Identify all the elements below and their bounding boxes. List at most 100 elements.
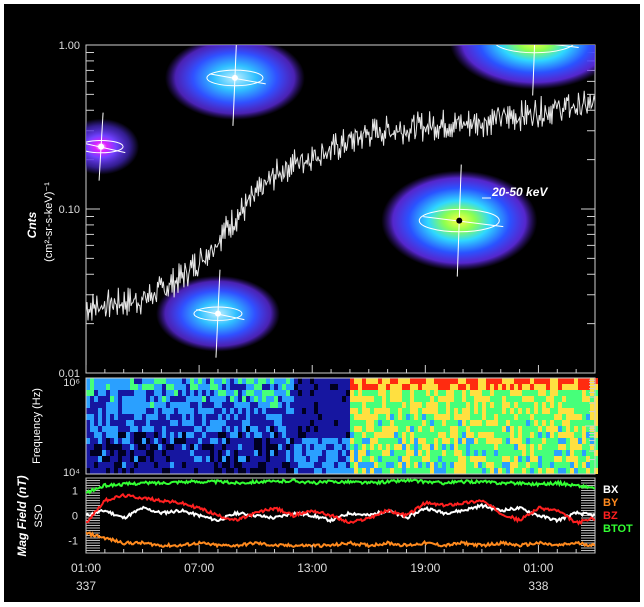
spectrogram-cell [450, 444, 454, 450]
spectrogram-cell [462, 408, 466, 414]
spectrogram-cell [254, 450, 258, 456]
spectrogram-cell [530, 378, 534, 384]
spectrogram-cell [378, 384, 382, 390]
magfield-series-bx [86, 502, 595, 524]
spectrogram-cell [542, 444, 546, 450]
spectrogram-cell [138, 396, 142, 402]
spectrogram-cell [90, 420, 94, 426]
spectrogram-cell [414, 378, 418, 384]
spectrogram-cell [402, 462, 406, 468]
spectrogram-cell [218, 450, 222, 456]
spectrogram-cell [450, 450, 454, 456]
spectrogram-cell [554, 450, 558, 456]
spectrogram-cell [578, 396, 582, 402]
spectrogram-cell [186, 444, 190, 450]
spectrogram-cell [510, 420, 514, 426]
spectrogram-cell [118, 420, 122, 426]
spectrogram-cell [90, 462, 94, 468]
spectrogram-cell [322, 384, 326, 390]
spectrogram-cell [490, 408, 494, 414]
spectrogram-cell [370, 450, 374, 456]
spectrogram-cell [574, 378, 578, 384]
spectrogram-cell [154, 408, 158, 414]
spectrogram-cell [86, 468, 90, 474]
spectrogram-cell [522, 432, 526, 438]
spectrogram-cell [338, 414, 342, 420]
spectrogram-cell [222, 390, 226, 396]
spectrogram-cell [378, 402, 382, 408]
spectrogram-cell [282, 462, 286, 468]
spectrogram-cell [190, 384, 194, 390]
spectrogram-cell [446, 426, 450, 432]
spectrogram-cell [594, 450, 598, 456]
spectrogram-cell [514, 450, 518, 456]
spectrogram-cell [414, 408, 418, 414]
spectrogram-cell [454, 408, 458, 414]
spectrogram-cell [366, 420, 370, 426]
spectrogram-cell [146, 462, 150, 468]
spectrogram-cell [594, 462, 598, 468]
spectrogram-cell [234, 444, 238, 450]
spectrogram-cell [190, 426, 194, 432]
spectrogram-cell [198, 426, 202, 432]
spectrogram-cell [394, 378, 398, 384]
spectrogram-cell [126, 432, 130, 438]
spectrogram-cell [554, 384, 558, 390]
spectrogram-cell [138, 426, 142, 432]
spectrogram-cell [362, 426, 366, 432]
spectrogram-cell [262, 456, 266, 462]
spectrogram-cell [154, 426, 158, 432]
spectrogram-cell [238, 402, 242, 408]
spectrogram-cell [294, 414, 298, 420]
spectrogram-cell [462, 450, 466, 456]
spectrogram-cell [590, 444, 594, 450]
spectrogram-cell [518, 444, 522, 450]
spectrogram-cell [366, 468, 370, 474]
spectrogram-cell [506, 426, 510, 432]
spectrogram-cell [314, 444, 318, 450]
spectrogram-cell [306, 396, 310, 402]
spectrogram-cell [102, 450, 106, 456]
spectrogram-cell [222, 396, 226, 402]
spectrogram-cell [570, 396, 574, 402]
spectrogram-cell [562, 414, 566, 420]
spectrogram-cell [298, 408, 302, 414]
spectrogram-cell [514, 438, 518, 444]
spectrogram-cell [378, 396, 382, 402]
spectrogram-cell [538, 450, 542, 456]
spectrogram-cell [254, 432, 258, 438]
spectrogram-cell [282, 438, 286, 444]
spectrogram-cell [286, 390, 290, 396]
spectrogram-cell [230, 402, 234, 408]
spectrogram-cell [366, 426, 370, 432]
spectrogram-cell [550, 426, 554, 432]
spectrogram-cell [130, 390, 134, 396]
spectrogram-cell [170, 414, 174, 420]
spectrogram-cell [162, 456, 166, 462]
spectrogram-cell [294, 378, 298, 384]
spectrogram-cell [250, 390, 254, 396]
counts-tick-labels: 1.000.100.01 [59, 40, 80, 380]
spectrogram-cell [142, 420, 146, 426]
spectrogram-cell [234, 396, 238, 402]
spectrogram-cell [562, 402, 566, 408]
spectrogram-cell [178, 384, 182, 390]
spectrogram-cell [350, 396, 354, 402]
spectrogram-cell [554, 462, 558, 468]
spectrogram-cell [418, 426, 422, 432]
spectrogram-cell [134, 384, 138, 390]
spectrogram-cell [542, 414, 546, 420]
spectrogram-cell [570, 438, 574, 444]
spectrogram-cell [594, 390, 598, 396]
spectrogram-cell [130, 414, 134, 420]
spectrogram-cell [178, 456, 182, 462]
spectrogram-cell [542, 462, 546, 468]
spectrogram-cell [494, 420, 498, 426]
spectrogram-cell [266, 462, 270, 468]
spectrogram-cell [170, 420, 174, 426]
spectrogram-cell [154, 438, 158, 444]
spectrogram-cell [570, 420, 574, 426]
spectrogram-cell [222, 462, 226, 468]
spectrogram-cell [526, 420, 530, 426]
center-right-blob-center-dot [456, 217, 463, 224]
